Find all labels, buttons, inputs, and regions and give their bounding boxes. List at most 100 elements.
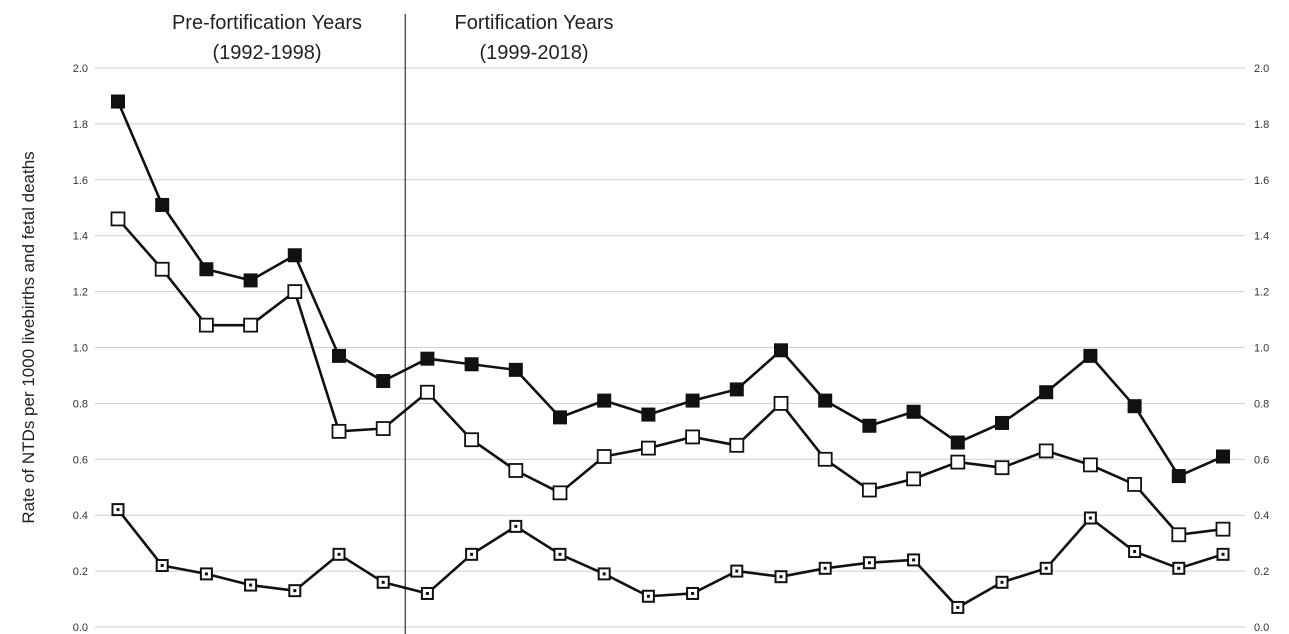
y-tick-label-left: 0.4 xyxy=(73,510,88,522)
data-point xyxy=(641,407,656,422)
data-point xyxy=(509,519,523,533)
data-point xyxy=(111,94,125,109)
data-point xyxy=(465,547,479,561)
data-point xyxy=(1216,547,1230,561)
data-point xyxy=(155,559,169,573)
data-point xyxy=(1171,527,1187,543)
y-tick-label-left: 1.2 xyxy=(73,287,88,299)
data-point xyxy=(420,351,435,366)
data-point xyxy=(464,432,480,448)
data-point xyxy=(994,460,1010,476)
data-point xyxy=(730,564,744,578)
data-point xyxy=(995,575,1009,589)
data-point xyxy=(597,393,612,408)
series-dotted-square xyxy=(111,503,1230,614)
y-tick-label-right: 1.2 xyxy=(1254,287,1269,299)
period-label-pre-line1: Pre-fortification Years xyxy=(172,12,362,34)
data-point xyxy=(641,589,655,603)
data-point xyxy=(729,437,745,453)
y-tick-label-right: 0.2 xyxy=(1254,566,1269,578)
data-point xyxy=(907,553,921,567)
data-point xyxy=(729,382,744,397)
data-point xyxy=(1083,457,1098,473)
data-point xyxy=(1128,545,1142,559)
period-label-post-line2: (1999-2018) xyxy=(480,42,589,64)
data-point xyxy=(376,575,390,589)
y-tick-label-right: 1.4 xyxy=(1254,231,1269,243)
data-point xyxy=(1127,399,1142,414)
y-tick-label-left: 1.4 xyxy=(73,231,88,243)
data-point xyxy=(817,451,833,467)
data-point xyxy=(862,482,877,498)
y-tick-label-right: 1.0 xyxy=(1254,343,1269,355)
data-point xyxy=(376,374,391,389)
data-point xyxy=(862,556,876,570)
data-point xyxy=(686,586,700,600)
data-point xyxy=(596,449,612,464)
data-point xyxy=(774,570,788,584)
y-tick-label-left: 2.0 xyxy=(73,63,88,75)
data-point xyxy=(1216,449,1230,464)
y-tick-label-left: 1.0 xyxy=(73,343,88,355)
data-point xyxy=(950,435,965,450)
data-point xyxy=(1083,348,1098,363)
data-point xyxy=(288,584,302,598)
data-point xyxy=(906,471,921,487)
data-point xyxy=(287,248,302,263)
data-point xyxy=(1172,561,1186,575)
data-point xyxy=(1038,443,1054,459)
data-point xyxy=(199,262,214,277)
data-point xyxy=(508,463,524,478)
y-tick-label-left: 0.2 xyxy=(73,566,88,578)
y-tick-label-right: 0.8 xyxy=(1254,398,1269,410)
data-point xyxy=(199,567,213,581)
y-tick-label-right: 2.0 xyxy=(1254,63,1269,75)
data-point xyxy=(552,485,568,501)
data-point xyxy=(1083,511,1097,525)
left-y-axis-ticks: 0.0 0.2 0.4 0.6 0.8 1.0 1.2 1.4 1.6 1.8 2.0 xyxy=(73,63,88,634)
data-point xyxy=(332,348,346,363)
data-point xyxy=(1039,385,1054,400)
data-point xyxy=(508,362,523,377)
series-filled-square xyxy=(111,94,1230,484)
data-point xyxy=(332,547,346,561)
data-point xyxy=(1171,469,1186,484)
series-line xyxy=(116,101,1224,478)
period-label-post-line1: Fortification Years xyxy=(455,12,614,34)
data-point xyxy=(553,410,567,425)
data-point xyxy=(862,418,877,433)
y-axis-title: Rate of NTDs per 1000 livebirths and fet… xyxy=(19,151,38,523)
data-point xyxy=(420,586,434,600)
data-point xyxy=(243,317,259,333)
y-tick-label-right: 0.6 xyxy=(1254,454,1269,466)
data-point xyxy=(951,600,965,614)
data-point xyxy=(641,440,656,456)
data-point xyxy=(774,343,788,358)
y-tick-label-right: 1.6 xyxy=(1254,175,1269,187)
series-line xyxy=(117,218,1224,537)
data-point xyxy=(1215,521,1231,537)
series-open-square xyxy=(110,211,1231,543)
y-tick-label-left: 0.6 xyxy=(73,454,88,466)
data-point xyxy=(111,503,125,517)
data-point xyxy=(154,261,170,277)
period-label-pre-line2: (1992-1998) xyxy=(213,42,322,64)
data-point xyxy=(818,561,832,575)
right-y-axis-ticks: 0.0 0.2 0.4 0.6 0.8 1.0 1.2 1.4 1.6 1.8 2.0 xyxy=(1254,63,1269,634)
data-point xyxy=(553,547,567,561)
y-tick-label-left: 0.8 xyxy=(73,398,88,410)
series-line xyxy=(116,508,1224,609)
data-point xyxy=(1127,477,1142,492)
y-tick-label-right: 0.4 xyxy=(1254,510,1269,522)
data-point xyxy=(375,421,391,436)
data-point xyxy=(597,567,611,581)
data-point xyxy=(464,357,479,372)
data-point xyxy=(419,384,435,400)
data-point xyxy=(906,404,921,419)
data-point xyxy=(243,273,258,288)
grid-lines xyxy=(95,67,1245,628)
data-point xyxy=(950,454,966,470)
data-point xyxy=(198,317,214,333)
data-point xyxy=(818,393,833,408)
